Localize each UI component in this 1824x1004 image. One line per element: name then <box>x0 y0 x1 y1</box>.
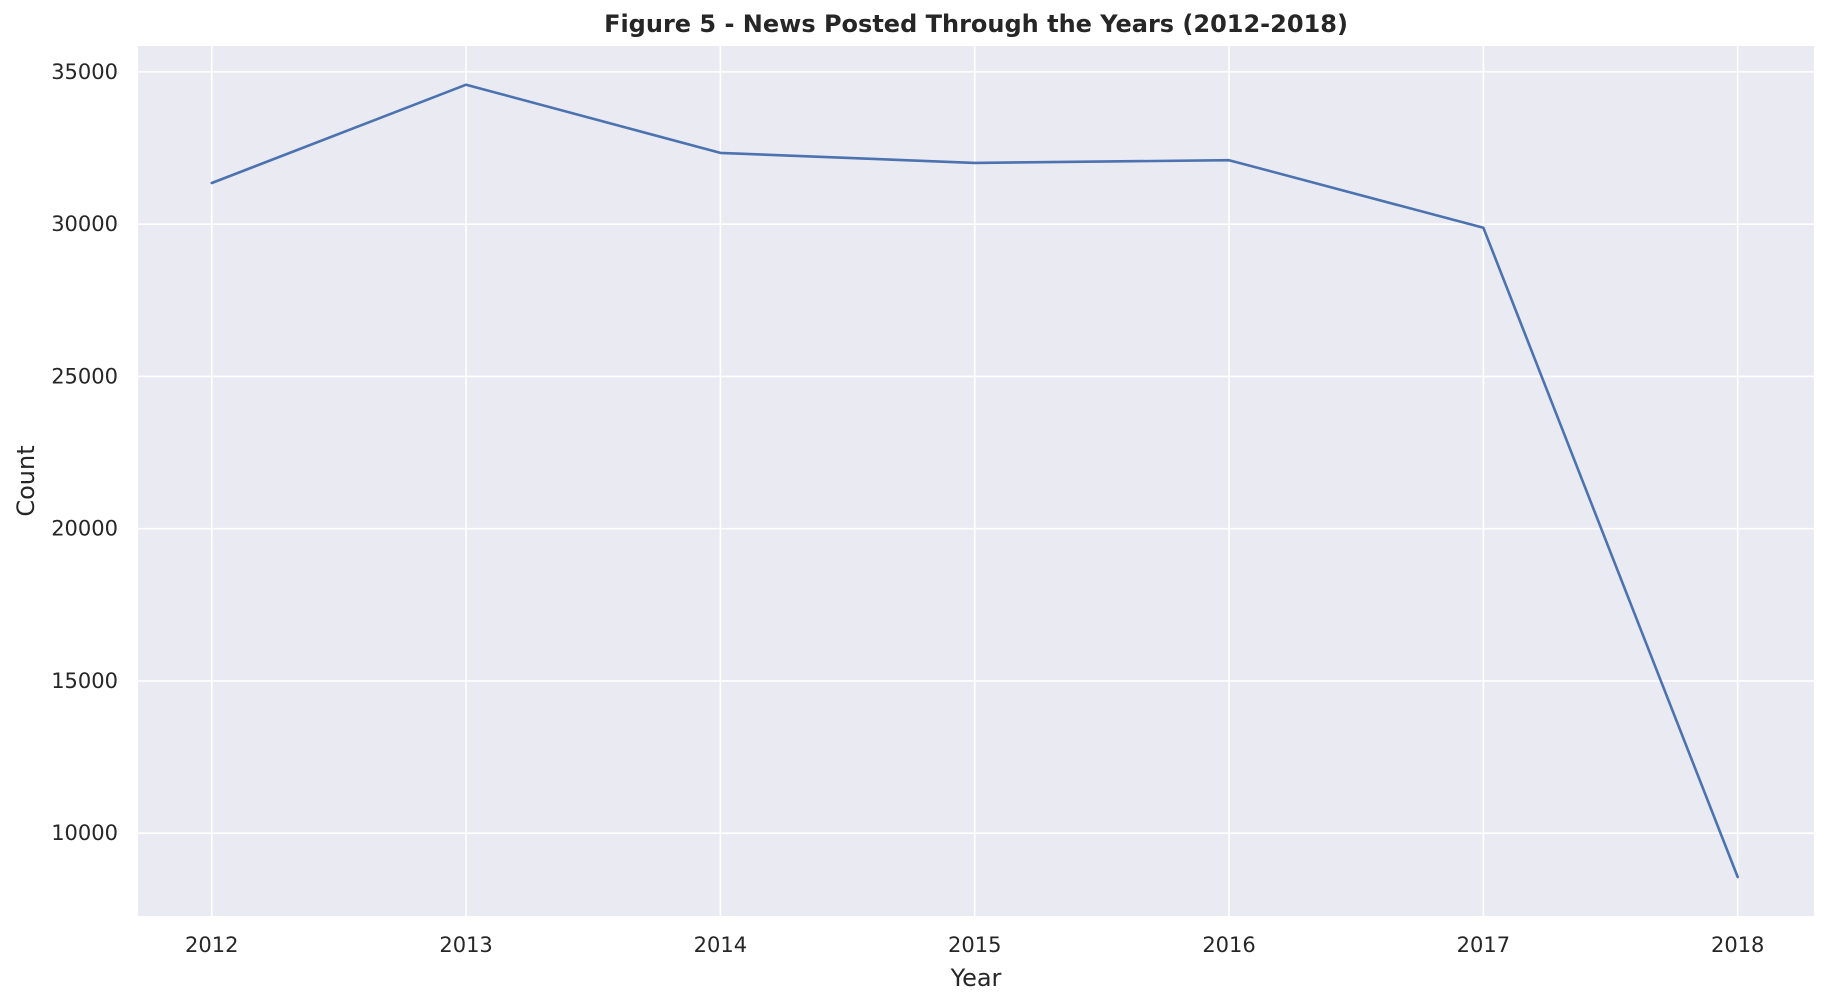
x-tick-label: 2016 <box>1202 933 1255 957</box>
plot-area <box>138 46 1814 916</box>
y-axis-ticks: 10000 15000 20000 25000 30000 35000 <box>51 60 118 845</box>
x-tick-label: 2017 <box>1457 933 1510 957</box>
y-axis-label: Count <box>12 445 40 516</box>
x-tick-label: 2013 <box>439 933 492 957</box>
y-tick-label: 30000 <box>51 212 118 236</box>
x-axis-ticks: 2012 2013 2014 2015 2016 2017 2018 <box>185 933 1764 957</box>
x-axis-label: Year <box>950 964 1002 992</box>
grid-lines <box>138 46 1814 916</box>
x-tick-label: 2018 <box>1711 933 1764 957</box>
series-layer <box>210 83 1739 879</box>
series-line <box>210 83 1739 879</box>
y-tick-label: 25000 <box>51 364 118 388</box>
y-tick-label: 15000 <box>51 669 118 693</box>
x-tick-label: 2015 <box>948 933 1001 957</box>
y-tick-label: 10000 <box>51 821 118 845</box>
y-tick-label: 20000 <box>51 517 118 541</box>
x-tick-label: 2014 <box>694 933 747 957</box>
y-tick-label: 35000 <box>51 60 118 84</box>
chart-title: Figure 5 - News Posted Through the Years… <box>604 10 1348 38</box>
x-tick-label: 2012 <box>185 933 238 957</box>
